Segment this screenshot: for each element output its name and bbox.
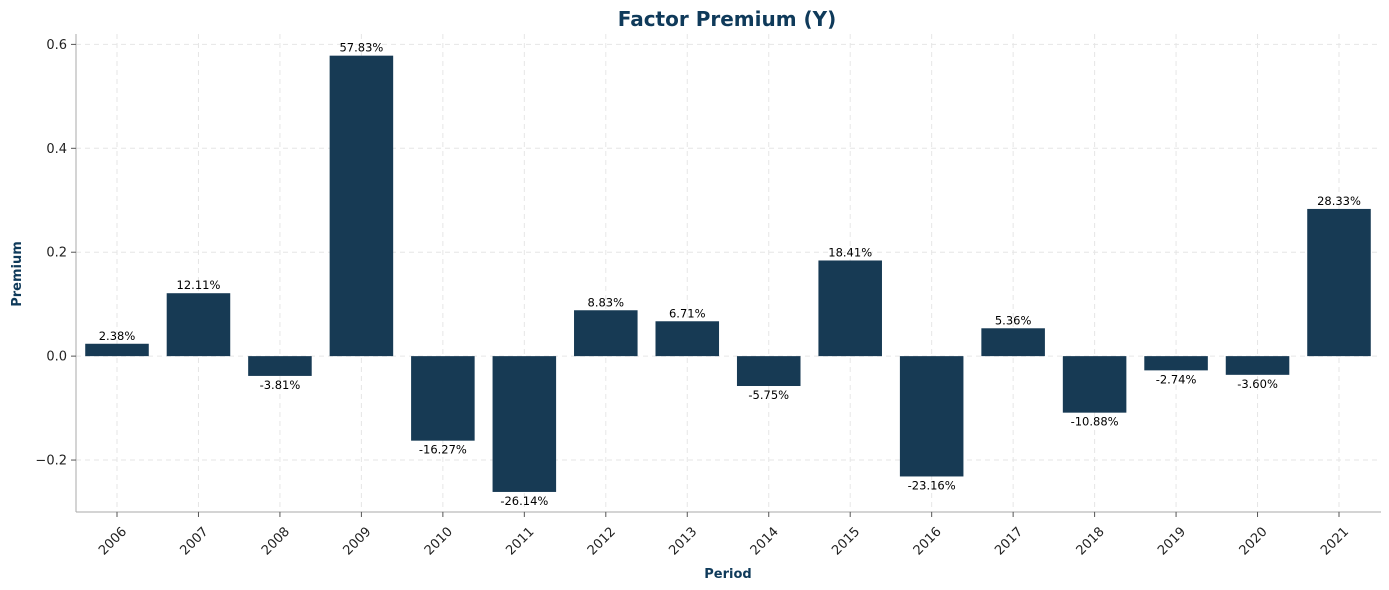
data-label-2013: 6.71% bbox=[669, 306, 706, 320]
x-tick-label-2021: 2021 bbox=[1318, 524, 1352, 558]
data-label-2019: -2.74% bbox=[1156, 372, 1197, 386]
data-label-2006: 2.38% bbox=[99, 329, 136, 343]
bars bbox=[85, 55, 1371, 492]
x-tick-label-2007: 2007 bbox=[178, 524, 212, 558]
bar-2019 bbox=[1144, 356, 1208, 371]
y-tick-label: 0.2 bbox=[46, 246, 67, 261]
y-ticks: −0.2 0.0 0.2 0.4 0.6 bbox=[35, 38, 76, 469]
bar-2017 bbox=[981, 328, 1045, 357]
bar-2018 bbox=[1062, 356, 1127, 413]
data-label-2018: -10.88% bbox=[1071, 415, 1119, 429]
data-label-2016: -23.16% bbox=[908, 478, 956, 492]
bar-2013 bbox=[655, 321, 720, 357]
chart-title: Factor Premium (Y) bbox=[618, 7, 837, 31]
bar-2015 bbox=[818, 260, 882, 357]
bar-2007 bbox=[166, 293, 231, 357]
bar-2021 bbox=[1307, 208, 1371, 357]
data-label-2020: -3.60% bbox=[1237, 377, 1278, 391]
x-tick-label-2019: 2019 bbox=[1155, 524, 1189, 558]
bar-2020 bbox=[1225, 356, 1290, 375]
axes bbox=[75, 34, 1381, 513]
data-label-2021: 28.33% bbox=[1317, 194, 1361, 208]
bar-2006 bbox=[85, 343, 149, 357]
x-tick-label-2016: 2016 bbox=[911, 524, 945, 558]
data-label-2007: 12.11% bbox=[177, 278, 221, 292]
data-label-2011: -26.14% bbox=[500, 494, 548, 508]
data-label-2015: 18.41% bbox=[828, 245, 872, 259]
x-tick-label-2009: 2009 bbox=[340, 524, 374, 558]
x-axis-title: Period bbox=[704, 567, 751, 582]
x-tick-label-2006: 2006 bbox=[96, 524, 130, 558]
y-tick-label: 0.0 bbox=[46, 350, 67, 365]
grid-lines bbox=[76, 34, 1381, 512]
x-tick-label-2018: 2018 bbox=[1074, 524, 1108, 558]
data-label-2012: 8.83% bbox=[588, 295, 625, 309]
bar-2016 bbox=[899, 356, 964, 477]
x-tick-label-2008: 2008 bbox=[259, 524, 293, 558]
x-tick-label-2017: 2017 bbox=[992, 524, 1026, 558]
data-label-2014: -5.75% bbox=[748, 388, 789, 402]
x-tick-label-2013: 2013 bbox=[666, 524, 700, 558]
bar-2012 bbox=[574, 310, 638, 357]
x-tick-label-2010: 2010 bbox=[422, 524, 456, 558]
x-tick-label-2014: 2014 bbox=[748, 524, 782, 558]
data-labels: 2.38% 12.11% -3.81% 57.83% -16.27% -26.14% 8.8… bbox=[99, 41, 1361, 508]
y-tick-label: −0.2 bbox=[35, 454, 67, 469]
y-tick-label: 0.4 bbox=[46, 142, 67, 157]
x-tick-label-2015: 2015 bbox=[829, 524, 863, 558]
bar-2009 bbox=[329, 55, 394, 357]
bar-2014 bbox=[736, 356, 801, 387]
x-ticks: 2006 2007 2008 2009 2010 2011 2012 2013 2014 2015… bbox=[96, 512, 1352, 558]
x-tick-label-2011: 2011 bbox=[503, 524, 537, 558]
y-tick-label: 0.6 bbox=[46, 38, 67, 53]
x-tick-label-2020: 2020 bbox=[1237, 524, 1271, 558]
data-label-2010: -16.27% bbox=[419, 443, 467, 457]
bar-2010 bbox=[411, 356, 475, 441]
bar-2011 bbox=[492, 356, 557, 492]
x-tick-label-2012: 2012 bbox=[585, 524, 619, 558]
data-label-2009: 57.83% bbox=[339, 41, 383, 55]
data-label-2008: -3.81% bbox=[260, 378, 301, 392]
data-label-2017: 5.36% bbox=[995, 313, 1032, 327]
bar-2008 bbox=[248, 356, 312, 376]
y-axis-title: Premium bbox=[10, 241, 25, 307]
